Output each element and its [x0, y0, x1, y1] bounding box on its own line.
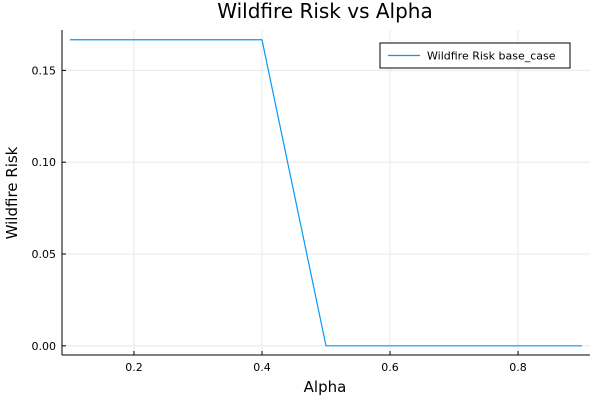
y-tick-label: 0.10 — [32, 156, 57, 169]
y-tick-label: 0.15 — [32, 64, 57, 77]
chart-title: Wildfire Risk vs Alpha — [217, 0, 432, 23]
x-tick-label: 0.2 — [125, 361, 143, 374]
y-tick-label: 0.05 — [32, 248, 57, 261]
x-tick-label: 0.4 — [253, 361, 271, 374]
x-tick-label: 0.8 — [509, 361, 527, 374]
legend-label: Wildfire Risk base_case — [427, 50, 556, 63]
series-line — [69, 39, 583, 347]
axes — [61, 30, 590, 356]
ticks: 0.2 0.4 0.6 0.8 0.00 0.05 0.10 0.15 — [32, 64, 527, 374]
x-tick-label: 0.6 — [381, 361, 399, 374]
legend: Wildfire Risk base_case — [379, 42, 571, 69]
x-axis-label: Alpha — [304, 378, 347, 396]
y-tick-label: 0.00 — [32, 340, 57, 353]
grid — [62, 30, 590, 355]
y-axis-label: Wildfire Risk — [3, 146, 21, 239]
legend-box — [379, 42, 571, 69]
series-layer — [69, 39, 583, 347]
